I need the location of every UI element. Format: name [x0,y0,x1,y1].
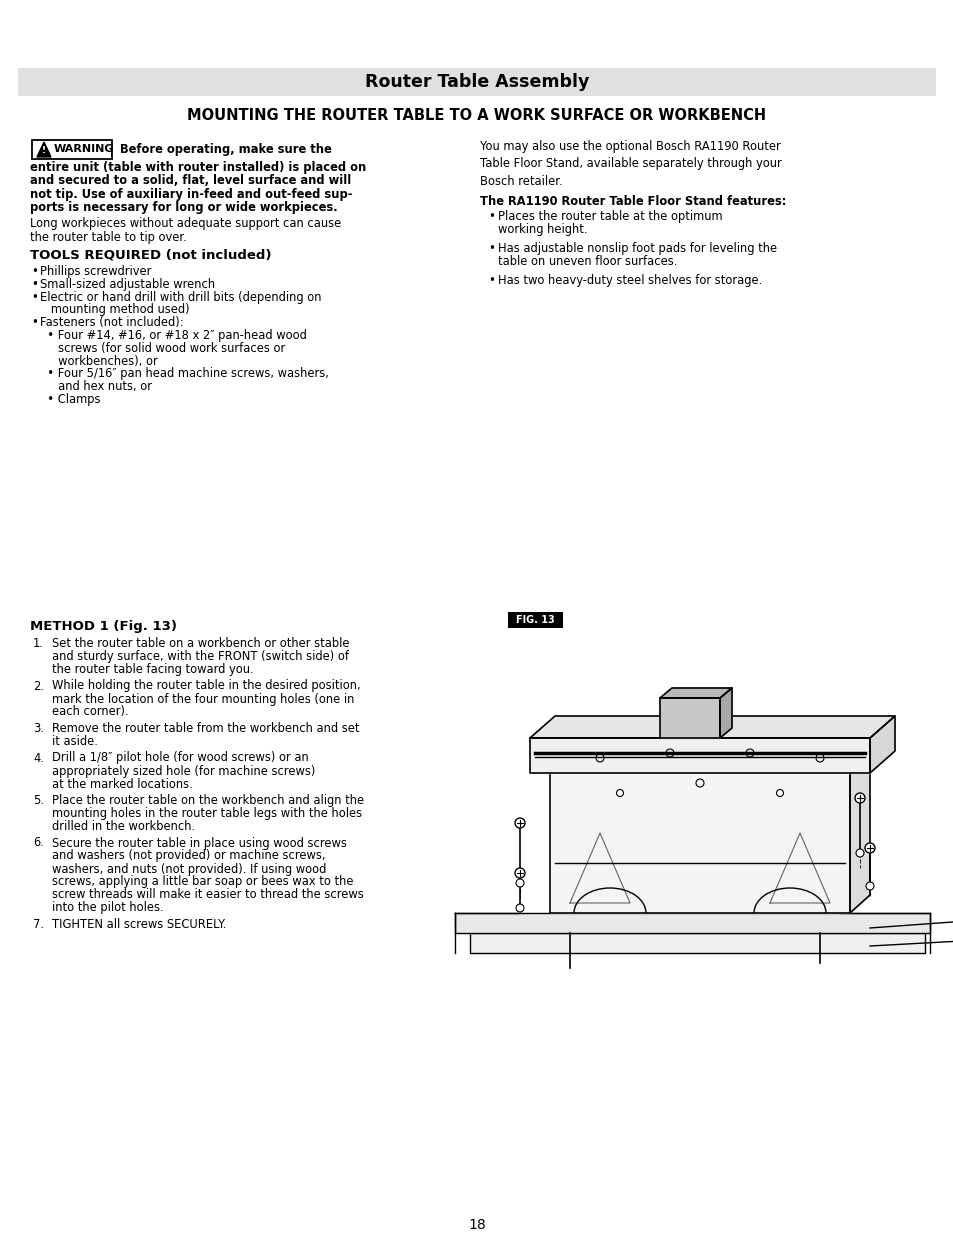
Text: •: • [488,210,495,224]
Text: •: • [30,290,38,304]
Polygon shape [550,773,849,913]
Text: !: ! [42,146,46,156]
Text: •: • [488,274,495,287]
Text: Fasteners (not included):: Fasteners (not included): [40,316,183,330]
Text: You may also use the optional Bosch RA1190 Router
Table Floor Stand, available s: You may also use the optional Bosch RA11… [479,140,781,188]
Polygon shape [37,142,51,157]
Text: and hex nuts, or: and hex nuts, or [40,380,152,393]
Polygon shape [530,739,869,773]
Circle shape [854,793,864,803]
Text: 2.: 2. [33,679,44,693]
Text: into the pilot holes.: into the pilot holes. [52,902,164,914]
Text: Set the router table on a workbench or other stable: Set the router table on a workbench or o… [52,637,349,650]
FancyBboxPatch shape [32,140,112,159]
Text: mounting holes in the router table legs with the holes: mounting holes in the router table legs … [52,806,362,820]
Text: 4.: 4. [33,752,44,764]
Text: and washers (not provided) or machine screws,: and washers (not provided) or machine sc… [52,850,325,862]
Text: MOUNTING THE ROUTER TABLE TO A WORK SURFACE OR WORKBENCH: MOUNTING THE ROUTER TABLE TO A WORK SURF… [187,107,766,124]
Text: • Four #14, #16, or #18 x 2″ pan-head wood: • Four #14, #16, or #18 x 2″ pan-head wo… [40,329,307,342]
Polygon shape [550,755,869,773]
Polygon shape [659,698,720,739]
Polygon shape [470,932,924,953]
Text: 1.: 1. [33,637,44,650]
Text: table on uneven floor surfaces.: table on uneven floor surfaces. [497,254,677,268]
Text: screws, applying a little bar soap or bees wax to the: screws, applying a little bar soap or be… [52,876,354,888]
Text: not tip. Use of auxiliary in-feed and out-feed sup-: not tip. Use of auxiliary in-feed and ou… [30,188,352,201]
Text: Drill a 1/8″ pilot hole (for wood screws) or an: Drill a 1/8″ pilot hole (for wood screws… [52,752,309,764]
Text: and secured to a solid, flat, level surface and will: and secured to a solid, flat, level surf… [30,174,351,188]
Bar [18,68,935,96]
Circle shape [865,882,873,890]
Text: 5.: 5. [33,794,44,806]
Text: screw threads will make it easier to thread the screws: screw threads will make it easier to thr… [52,888,363,902]
Text: • Clamps: • Clamps [40,393,100,406]
Text: Long workpieces without adequate support can cause: Long workpieces without adequate support… [30,217,341,230]
Text: Small-sized adjustable wrench: Small-sized adjustable wrench [40,278,214,290]
Text: •: • [30,266,38,278]
Circle shape [515,818,524,827]
Polygon shape [869,716,894,773]
Text: entire unit (table with router installed) is placed on: entire unit (table with router installed… [30,161,366,174]
Text: WARNING: WARNING [54,144,114,154]
Polygon shape [849,755,869,913]
Text: ports is necessary for long or wide workpieces.: ports is necessary for long or wide work… [30,201,337,215]
Text: •: • [30,316,38,330]
Text: While holding the router table in the desired position,: While holding the router table in the de… [52,679,360,693]
Text: •: • [488,242,495,254]
Text: Place the router table on the workbench and align the: Place the router table on the workbench … [52,794,364,806]
Text: screws (for solid wood work surfaces or: screws (for solid wood work surfaces or [40,342,285,354]
Circle shape [855,848,863,857]
Text: it aside.: it aside. [52,735,98,748]
Polygon shape [455,913,929,932]
Text: mark the location of the four mounting holes (one in: mark the location of the four mounting h… [52,693,354,705]
Text: drilled in the workbench.: drilled in the workbench. [52,820,195,832]
Polygon shape [720,688,731,739]
Text: 18: 18 [468,1218,485,1233]
Text: The RA1190 Router Table Floor Stand features:: The RA1190 Router Table Floor Stand feat… [479,195,785,207]
Text: Has two heavy-duty steel shelves for storage.: Has two heavy-duty steel shelves for sto… [497,274,761,287]
Text: and sturdy surface, with the FRONT (switch side) of: and sturdy surface, with the FRONT (swit… [52,650,349,663]
Text: 3.: 3. [33,722,44,735]
Circle shape [864,844,874,853]
Text: the router table facing toward you.: the router table facing toward you. [52,663,253,676]
Text: Router Table Assembly: Router Table Assembly [364,73,589,91]
Text: Places the router table at the optimum: Places the router table at the optimum [497,210,721,224]
Text: Remove the router table from the workbench and set: Remove the router table from the workben… [52,722,359,735]
Text: appropriately sized hole (for machine screws): appropriately sized hole (for machine sc… [52,764,315,778]
Text: Before operating, make sure the: Before operating, make sure the [120,143,332,156]
Text: Phillips screwdriver: Phillips screwdriver [40,266,152,278]
Text: Has adjustable nonslip foot pads for leveling the: Has adjustable nonslip foot pads for lev… [497,242,777,254]
Text: Electric or hand drill with drill bits (depending on: Electric or hand drill with drill bits (… [40,290,321,304]
Text: each corner).: each corner). [52,705,129,719]
Text: working height.: working height. [497,224,587,236]
Text: TOOLS REQUIRED (not included): TOOLS REQUIRED (not included) [30,248,272,261]
Text: FIG. 13: FIG. 13 [516,615,555,625]
Text: workbenches), or: workbenches), or [40,354,157,368]
Text: Secure the router table in place using wood screws: Secure the router table in place using w… [52,836,347,850]
Text: •: • [30,278,38,290]
Polygon shape [530,716,894,739]
Text: METHOD 1 (Fig. 13): METHOD 1 (Fig. 13) [30,620,177,634]
Text: TIGHTEN all screws SECURELY.: TIGHTEN all screws SECURELY. [52,918,226,931]
Text: 6.: 6. [33,836,44,850]
Bar [507,613,562,629]
Circle shape [515,868,524,878]
Polygon shape [659,688,731,698]
Text: washers, and nuts (not provided). If using wood: washers, and nuts (not provided). If usi… [52,862,326,876]
Text: mounting method used): mounting method used) [40,304,190,316]
Text: • Four 5/16″ pan head machine screws, washers,: • Four 5/16″ pan head machine screws, wa… [40,367,329,380]
Text: 7.: 7. [33,918,44,931]
Circle shape [516,904,523,911]
Circle shape [516,879,523,887]
Text: the router table to tip over.: the router table to tip over. [30,231,187,243]
Text: at the marked locations.: at the marked locations. [52,778,193,790]
